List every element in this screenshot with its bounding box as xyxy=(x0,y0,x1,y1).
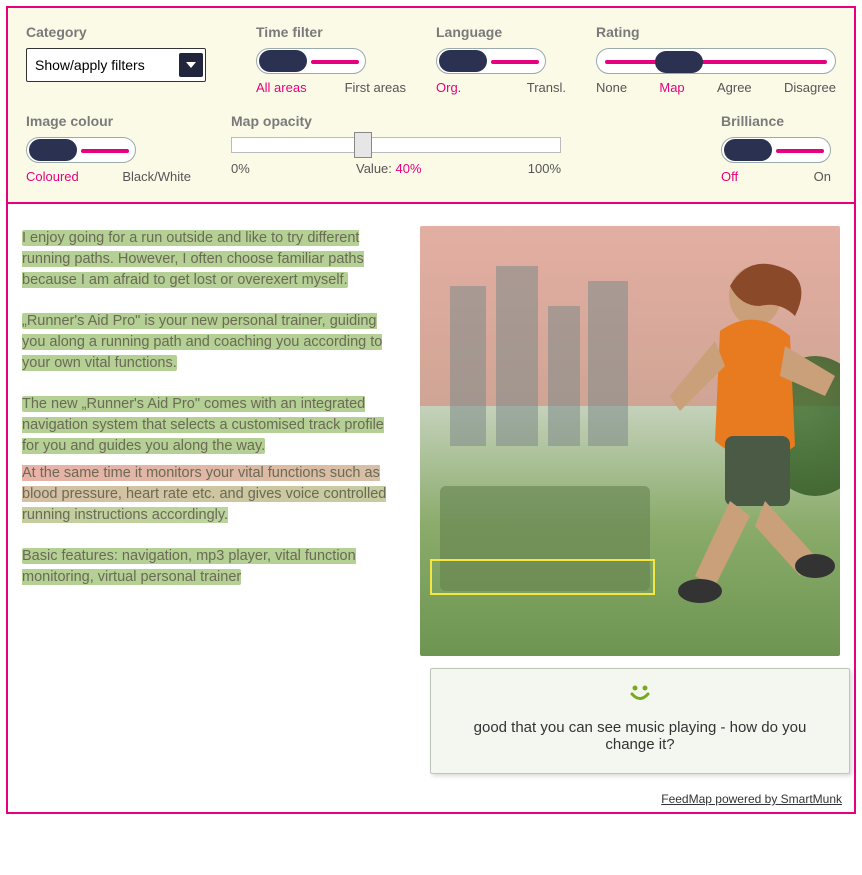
rating-opt-3: Disagree xyxy=(784,80,836,95)
category-dropdown-value: Show/apply filters xyxy=(35,57,145,73)
smile-icon xyxy=(449,683,831,709)
rating-label: Rating xyxy=(596,24,836,40)
opacity-min: 0% xyxy=(231,161,250,176)
comment-text: good that you can see music playing - ho… xyxy=(449,719,831,753)
colour-left-label: Coloured xyxy=(26,169,79,184)
brilliance-right-label: On xyxy=(814,169,831,184)
brilliance-label: Brilliance xyxy=(721,113,836,129)
language-left-label: Org. xyxy=(436,80,461,95)
colour-right-label: Black/White xyxy=(122,169,191,184)
filter-colour: Image colour Coloured Black/White xyxy=(26,113,191,184)
paragraph-1: I enjoy going for a run outside and like… xyxy=(22,226,400,293)
category-label: Category xyxy=(26,24,226,40)
brilliance-toggle[interactable] xyxy=(721,137,831,163)
highlight-rectangle xyxy=(430,559,655,595)
opacity-value: Value: 40% xyxy=(356,161,422,176)
chevron-down-icon xyxy=(179,53,203,77)
paragraph-2: „Runner's Aid Pro" is your new personal … xyxy=(22,309,400,376)
language-right-label: Transl. xyxy=(527,80,566,95)
language-label: Language xyxy=(436,24,566,40)
rating-opt-2: Agree xyxy=(717,80,752,95)
opacity-max: 100% xyxy=(528,161,561,176)
paragraph-3: The new „Runner's Aid Pro" comes with an… xyxy=(22,392,400,459)
filter-brilliance: Brilliance Off On xyxy=(721,113,836,184)
app-frame: Category Show/apply filters Time filter … xyxy=(6,6,856,814)
text-column: I enjoy going for a run outside and like… xyxy=(22,226,400,656)
filter-language: Language Org. Transl. xyxy=(436,24,566,95)
content-area: I enjoy going for a run outside and like… xyxy=(8,204,854,666)
opacity-handle[interactable] xyxy=(354,132,372,158)
filter-panel: Category Show/apply filters Time filter … xyxy=(8,8,854,204)
opacity-slider[interactable] xyxy=(231,137,561,153)
rating-slider[interactable] xyxy=(596,48,836,74)
filter-opacity: Map opacity 0% Value: 40% 100% xyxy=(231,113,561,184)
footer-link[interactable]: FeedMap powered by SmartMunk xyxy=(661,792,842,806)
time-label: Time filter xyxy=(256,24,406,40)
footer: FeedMap powered by SmartMunk xyxy=(8,786,854,812)
paragraph-4: At the same time it monitors your vital … xyxy=(22,461,400,528)
paragraph-5: Basic features: navigation, mp3 player, … xyxy=(22,544,400,590)
brilliance-left-label: Off xyxy=(721,169,738,184)
opacity-label: Map opacity xyxy=(231,113,561,129)
time-right-label: First areas xyxy=(345,80,406,95)
filter-time: Time filter All areas First areas xyxy=(256,24,406,95)
rating-opt-1: Map xyxy=(659,80,684,95)
concept-illustration xyxy=(420,226,840,656)
category-dropdown[interactable]: Show/apply filters xyxy=(26,48,206,82)
time-left-label: All areas xyxy=(256,80,307,95)
image-column: good that you can see music playing - ho… xyxy=(420,226,840,656)
comment-popup: good that you can see music playing - ho… xyxy=(430,668,850,774)
time-toggle[interactable] xyxy=(256,48,366,74)
language-toggle[interactable] xyxy=(436,48,546,74)
filter-category: Category Show/apply filters xyxy=(26,24,226,95)
colour-toggle[interactable] xyxy=(26,137,136,163)
rating-opt-0: None xyxy=(596,80,627,95)
filter-rating: Rating None Map Agree Disagree xyxy=(596,24,836,95)
colour-label: Image colour xyxy=(26,113,191,129)
